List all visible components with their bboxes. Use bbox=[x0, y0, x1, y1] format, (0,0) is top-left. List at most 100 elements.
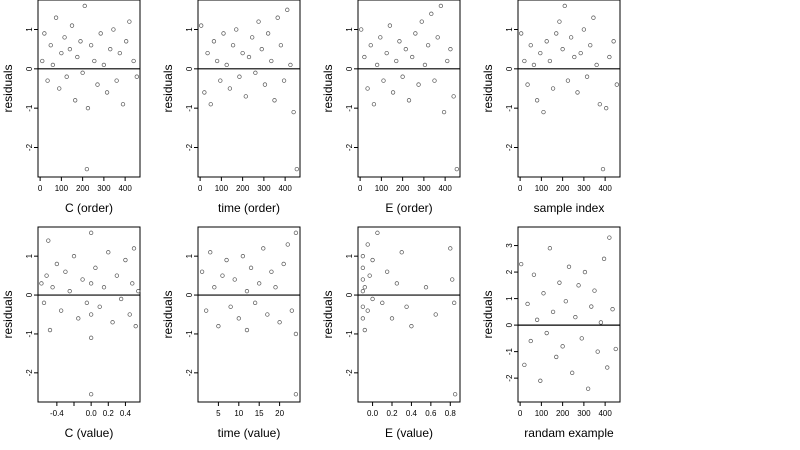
x-tick-label: 200 bbox=[76, 184, 90, 193]
data-point bbox=[104, 90, 110, 95]
data-point bbox=[281, 78, 287, 83]
x-tick-label: 0.6 bbox=[425, 409, 437, 418]
data-point bbox=[256, 19, 261, 24]
data-point bbox=[134, 74, 139, 79]
data-point bbox=[565, 78, 571, 83]
y-tick-label: 1 bbox=[345, 253, 354, 258]
y-tick-label: -1 bbox=[185, 104, 194, 112]
data-point bbox=[69, 23, 75, 28]
x-tick-label: 300 bbox=[577, 409, 591, 418]
data-point bbox=[360, 277, 366, 282]
x-tick-label: 0 bbox=[518, 409, 523, 418]
data-point bbox=[370, 296, 375, 302]
x-tick-label: 15 bbox=[255, 409, 264, 418]
data-point bbox=[294, 166, 299, 172]
data-point bbox=[78, 39, 83, 44]
y-tick-label: -1 bbox=[25, 104, 34, 112]
data-point bbox=[370, 257, 375, 263]
y-tick-label: -2 bbox=[345, 143, 354, 151]
y-axis-label: residuals bbox=[1, 64, 15, 112]
data-point bbox=[259, 47, 264, 52]
data-point bbox=[371, 102, 377, 107]
data-point bbox=[273, 285, 278, 290]
data-point bbox=[123, 257, 128, 263]
data-point bbox=[368, 43, 373, 48]
data-point bbox=[592, 288, 597, 293]
data-point bbox=[441, 109, 447, 115]
data-point bbox=[108, 47, 113, 52]
data-point bbox=[362, 285, 367, 290]
y-axis-label: residuals bbox=[321, 64, 335, 112]
x-axis-label: time (order) bbox=[218, 201, 280, 215]
data-point bbox=[110, 320, 115, 325]
data-point bbox=[272, 98, 277, 103]
data-point bbox=[243, 94, 248, 99]
data-point bbox=[285, 242, 290, 247]
x-tick-label: 200 bbox=[396, 184, 410, 193]
plot-frame bbox=[517, 0, 621, 178]
data-point bbox=[58, 308, 64, 313]
y-axis-label: residuals bbox=[161, 290, 175, 338]
data-point bbox=[50, 62, 56, 68]
data-point bbox=[293, 230, 299, 235]
x-tick-label: 300 bbox=[257, 184, 271, 193]
y-tick-label: -2 bbox=[505, 143, 514, 151]
x-axis-label: C (order) bbox=[65, 201, 113, 215]
data-point bbox=[413, 31, 418, 36]
y-tick-label: 0 bbox=[345, 292, 354, 297]
plot-frame bbox=[517, 226, 621, 403]
data-point bbox=[277, 320, 282, 325]
data-point bbox=[394, 281, 400, 286]
x-tick-label: 300 bbox=[97, 184, 111, 193]
x-tick-label: 0.4 bbox=[406, 409, 418, 418]
x-tick-label: 100 bbox=[215, 184, 229, 193]
data-point bbox=[44, 273, 49, 278]
data-point bbox=[127, 312, 132, 317]
data-point bbox=[399, 250, 404, 255]
data-point bbox=[538, 378, 543, 383]
data-point bbox=[425, 43, 431, 48]
x-axis-label: E (order) bbox=[385, 201, 432, 215]
data-point bbox=[614, 82, 619, 87]
panel-3: 0 100 200 300 400 -2 -1 0 1 E (order) residuals bbox=[321, 0, 461, 215]
x-tick-label: 20 bbox=[275, 409, 284, 418]
data-point bbox=[216, 324, 221, 329]
data-point bbox=[211, 39, 217, 44]
data-point bbox=[199, 269, 205, 274]
y-tick-label: 1 bbox=[505, 296, 514, 301]
data-point bbox=[600, 166, 606, 172]
data-point bbox=[541, 291, 546, 296]
data-point bbox=[88, 43, 94, 48]
data-point bbox=[120, 102, 126, 107]
x-tick-label: 0.8 bbox=[445, 409, 457, 418]
data-point bbox=[54, 261, 60, 267]
data-point bbox=[362, 54, 367, 60]
data-point bbox=[450, 277, 455, 282]
data-point bbox=[281, 261, 286, 267]
x-tick-label: 0.0 bbox=[367, 409, 379, 418]
data-point bbox=[525, 82, 530, 87]
y-tick-label: -2 bbox=[25, 143, 34, 151]
plot-frame bbox=[37, 0, 141, 178]
data-point bbox=[378, 35, 383, 40]
data-point bbox=[541, 109, 546, 115]
data-point bbox=[448, 246, 453, 251]
data-point bbox=[438, 3, 444, 9]
data-point bbox=[575, 90, 580, 95]
data-point bbox=[422, 62, 428, 68]
data-point bbox=[265, 312, 270, 317]
data-point bbox=[124, 39, 129, 44]
x-tick-label: -0.4 bbox=[50, 409, 64, 418]
x-tick-label: 400 bbox=[598, 409, 612, 418]
data-point bbox=[39, 281, 44, 286]
x-tick-label: 5 bbox=[216, 409, 221, 418]
data-point bbox=[244, 327, 250, 333]
data-point bbox=[409, 324, 414, 329]
data-point bbox=[550, 309, 556, 314]
data-point bbox=[607, 235, 612, 240]
data-point bbox=[98, 31, 103, 36]
data-point bbox=[365, 242, 370, 247]
data-point bbox=[568, 35, 574, 40]
x-tick-label: 0.0 bbox=[86, 409, 98, 418]
plot-frame bbox=[197, 0, 301, 178]
